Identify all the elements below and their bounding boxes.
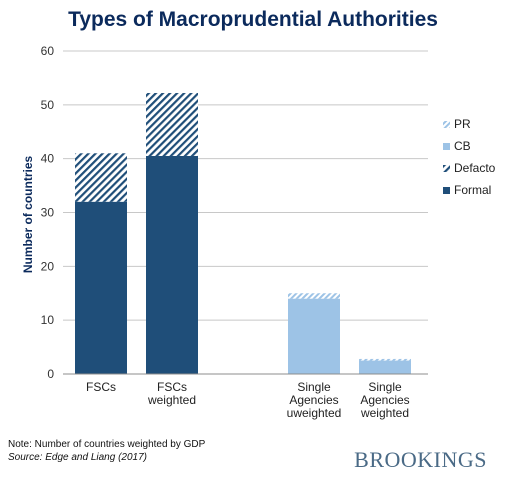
bar-segment-defacto (146, 92, 198, 156)
legend: PR CB Defacto Formal (443, 117, 496, 197)
bar-segment-pr (359, 358, 411, 361)
bar-segment-pr (288, 293, 340, 299)
bar-segment-cb (359, 360, 411, 374)
x-tick-labels: FSCs FSCs weighted Single Agencies uweighted S… (86, 380, 410, 420)
y-tick-label: 40 (41, 152, 55, 166)
x-tick-label: Single Agencies weighted (360, 380, 410, 420)
legend-label-pr: PR (454, 117, 471, 131)
y-axis-label: Number of countries (21, 156, 35, 274)
bar-segment-cb (288, 298, 340, 374)
x-tick-label: FSCs (86, 380, 116, 394)
bar-segment-formal (146, 155, 198, 374)
note-text: Note: Number of countries weighted by GD… (8, 439, 206, 450)
brookings-logo: BROOKINGS (354, 447, 487, 472)
legend-label-defacto: Defacto (454, 161, 496, 175)
chart-title: Types of Macroprudential Authorities (68, 8, 438, 31)
y-tick-labels: 0 10 20 30 40 50 60 (41, 44, 55, 381)
y-tick-label: 60 (41, 44, 55, 58)
y-tick-label: 20 (41, 259, 55, 273)
y-tick-label: 30 (41, 206, 55, 220)
legend-swatch-defacto (443, 165, 450, 172)
legend-label-formal: Formal (454, 183, 491, 197)
bar-segment-formal (75, 201, 127, 374)
x-tick-label: FSCs weighted (147, 380, 196, 407)
bars (75, 92, 411, 374)
legend-swatch-pr (443, 121, 450, 128)
y-tick-label: 50 (41, 98, 55, 112)
y-tick-label: 0 (47, 367, 54, 381)
legend-label-cb: CB (454, 139, 471, 153)
source-text: Source: Edge and Liang (2017) (8, 452, 147, 463)
legend-swatch-formal (443, 187, 450, 194)
bar-segment-defacto (75, 153, 127, 202)
y-tick-label: 10 (41, 313, 55, 327)
x-tick-label: Single Agencies uweighted (287, 380, 342, 420)
legend-swatch-cb (443, 143, 450, 150)
